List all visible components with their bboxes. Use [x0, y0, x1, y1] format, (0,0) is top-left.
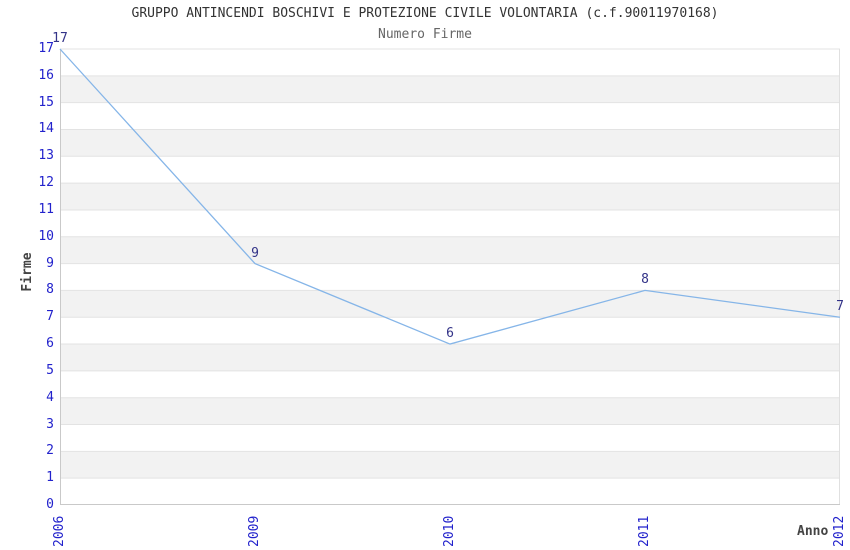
y-tick-label: 17 [38, 41, 54, 56]
grid-band [60, 451, 840, 479]
chart-subtitle: Numero Firme [378, 27, 472, 42]
y-tick-label: 8 [46, 282, 54, 298]
y-tick-label: 14 [38, 121, 54, 137]
grid-band [60, 290, 840, 318]
y-tick-label: 1 [46, 470, 54, 486]
grid-band [60, 183, 840, 210]
x-axis-title: Anno [797, 524, 829, 539]
x-tick-label: 2012 [832, 515, 847, 547]
x-tick-label: 2010 [442, 515, 457, 547]
point-label: 9 [251, 245, 259, 261]
x-tick-label: 2006 [52, 515, 67, 547]
y-tick-label: 9 [46, 255, 54, 271]
grid-band [60, 344, 840, 371]
grid-band [60, 397, 840, 425]
y-tick-label: 13 [38, 148, 54, 164]
y-tick-label: 0 [46, 497, 54, 512]
y-tick-label: 6 [46, 336, 54, 352]
y-tick-label: 3 [46, 416, 54, 432]
grid-band [60, 129, 840, 157]
point-label: 6 [446, 326, 454, 342]
point-label: 7 [836, 299, 844, 315]
y-tick-label: 4 [46, 389, 54, 405]
grid-band [60, 236, 840, 264]
grid-band [60, 75, 840, 103]
y-tick-label: 5 [46, 362, 54, 378]
y-tick-label: 15 [38, 94, 54, 110]
point-label: 17 [52, 31, 68, 46]
x-tick-label: 2009 [247, 515, 262, 547]
point-label: 8 [641, 272, 649, 288]
y-tick-label: 2 [46, 443, 54, 459]
y-tick-label: 11 [38, 201, 54, 217]
y-tick-label: 7 [46, 309, 54, 325]
y-tick-label: 12 [38, 175, 54, 191]
chart-svg [59, 48, 841, 505]
x-tick-label: 2011 [637, 515, 652, 547]
y-tick-label: 16 [38, 67, 54, 83]
plot-area [59, 48, 841, 505]
data-line [59, 48, 841, 345]
chart-title: GRUPPO ANTINCENDI BOSCHIVI E PROTEZIONE … [131, 6, 719, 21]
y-tick-label: 10 [38, 228, 54, 244]
